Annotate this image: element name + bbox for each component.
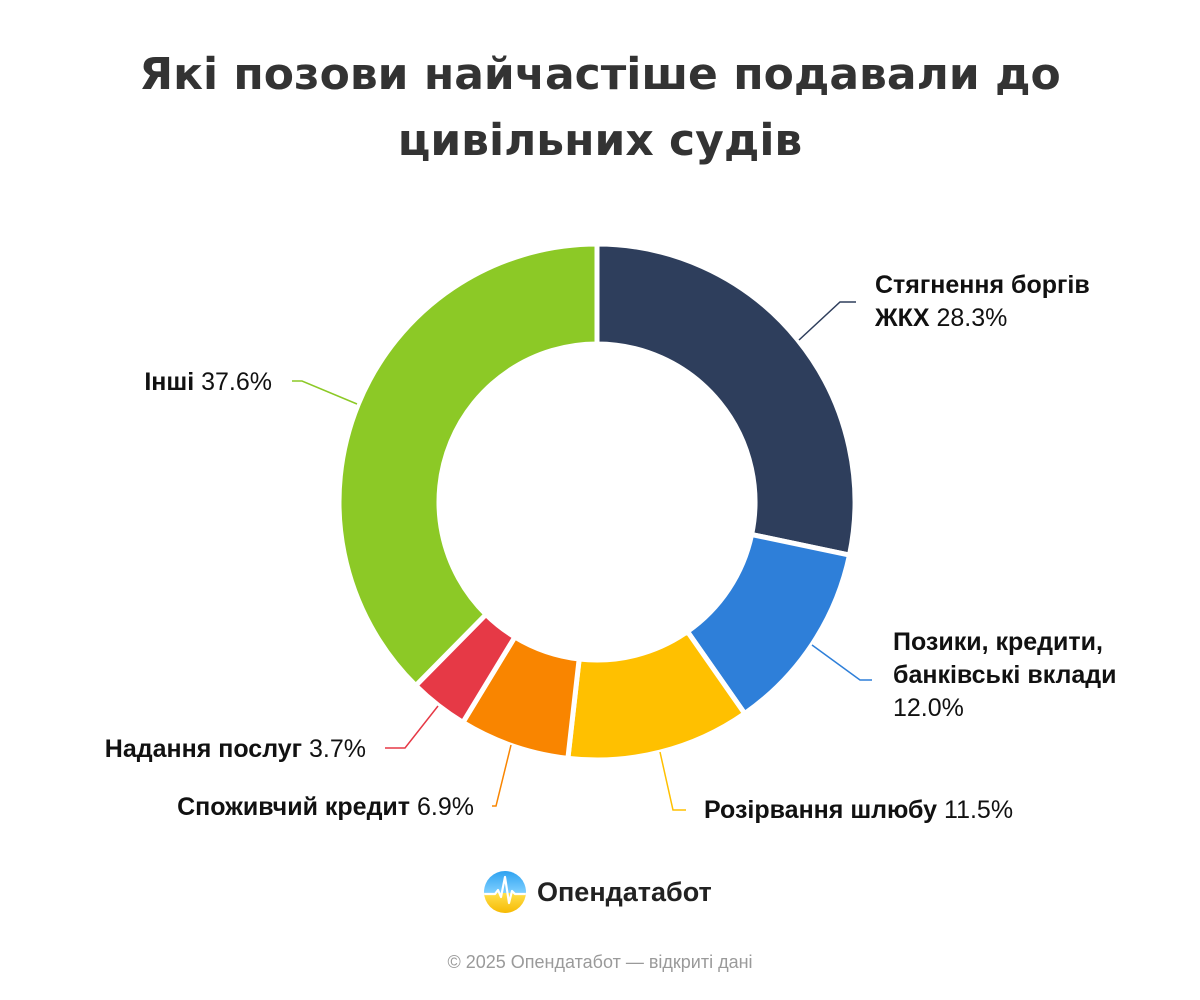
slice-label-value: 37.6% — [194, 368, 272, 396]
slice-label-3: Розірвання шлюбу 11.5% — [704, 796, 1013, 824]
slice-label-name: банківські вклади — [893, 661, 1117, 689]
footer-copyright: © 2025 Опендатабот — відкриті дані — [447, 952, 753, 972]
slice-label-name: Розірвання шлюбу — [704, 796, 937, 824]
leader-line-6 — [292, 380, 358, 405]
slice-label-value: 3.7% — [302, 735, 366, 763]
leader-line-4 — [492, 744, 512, 807]
opendatabot-logo-icon — [484, 871, 526, 913]
slice-label-name: Інші — [144, 368, 194, 396]
slice-label-4: Споживчий кредит 6.9% — [177, 793, 474, 821]
slice-label-name: Споживчий кредит — [177, 793, 410, 821]
brand-logo: Опендатабот — [483, 868, 712, 916]
leader-line-1 — [798, 301, 856, 341]
slice-label-name: Позики, кредити, — [893, 628, 1103, 656]
slice-label-value: 6.9% — [410, 793, 474, 821]
slice-label-5: Надання послуг 3.7% — [105, 735, 366, 763]
slice-label-value: 28.3% — [930, 304, 1008, 332]
leader-line-2 — [811, 644, 872, 681]
donut-slice-6 — [336, 241, 600, 689]
leader-line-3 — [659, 751, 686, 811]
slice-label-name: ЖКХ — [874, 304, 930, 332]
slice-label-value: 12.0% — [893, 694, 964, 722]
slice-label-name: Надання послуг — [105, 735, 302, 763]
slice-label-value: 11.5% — [937, 796, 1013, 824]
slice-label-6: Інші 37.6% — [144, 368, 272, 396]
slice-label-1: Стягнення боргів ЖКХ 28.3% — [874, 271, 1090, 332]
brand-name: Опендатабот — [537, 876, 712, 907]
donut-slice-1 — [594, 241, 858, 558]
slice-label-2: Позики, кредити, банківські вклади 12.0% — [893, 628, 1117, 722]
leader-line-5 — [385, 705, 439, 749]
chart-title: Які позови найчастіше подавали до цивіль… — [139, 49, 1061, 166]
slice-label-name: Стягнення боргів — [875, 271, 1090, 299]
